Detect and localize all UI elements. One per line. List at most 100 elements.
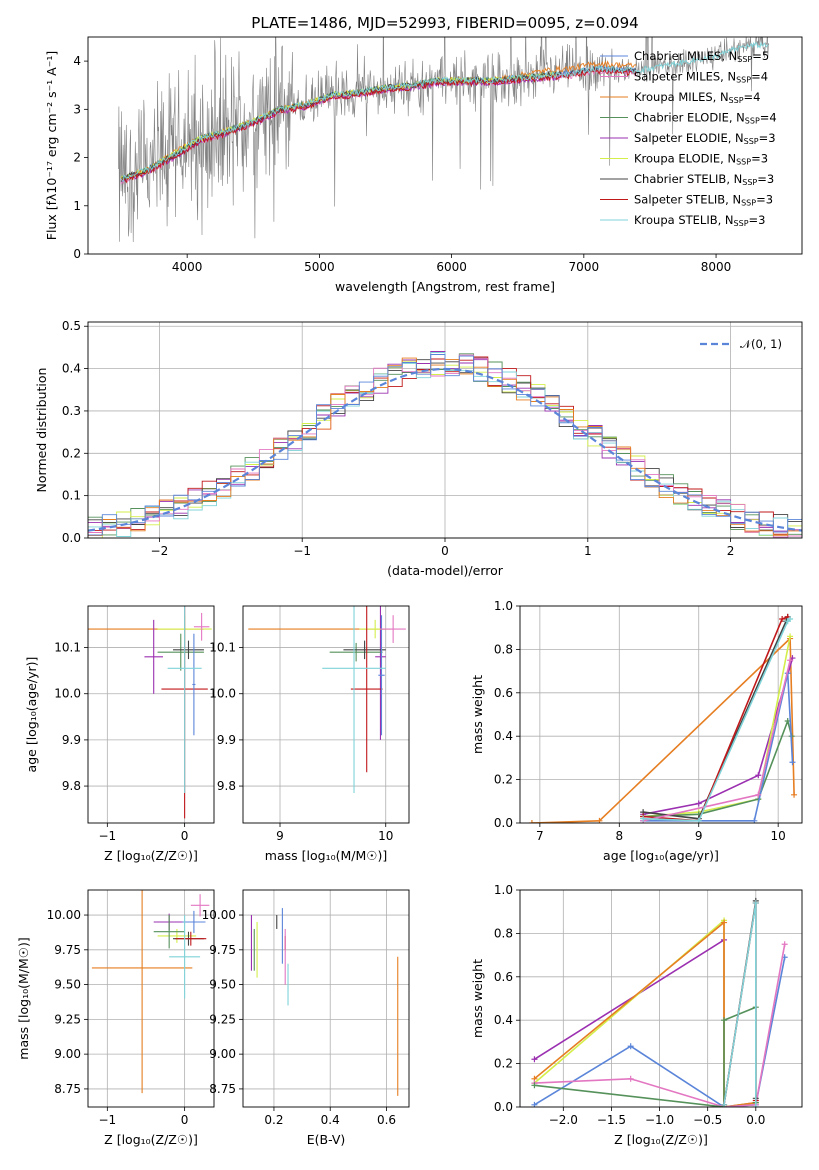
mass-weight-line — [643, 616, 789, 820]
y-tick-label: 0.8 — [494, 926, 513, 940]
axes-frame — [519, 889, 803, 1108]
y-tick-label: 10.00 — [47, 908, 81, 922]
y-tick-label: 10.1 — [54, 641, 81, 655]
x-tick-label: 0 — [181, 1113, 189, 1127]
y-tick-label: 10.0 — [209, 687, 236, 701]
x-tick-label: 8 — [615, 829, 623, 843]
plot-area — [91, 890, 210, 1094]
y-axis-label: Normed distribution — [34, 368, 49, 493]
errorbar-point — [169, 915, 201, 999]
plus-marker — [695, 800, 702, 807]
y-tick-label: 9.25 — [54, 1012, 81, 1026]
legend-entry: Chabrier STELIB, NSSP=3 — [634, 172, 774, 187]
y-axis-label: mass weight — [470, 675, 485, 754]
x-tick-label: 0.0 — [746, 1113, 765, 1127]
y-tick-label: 9.8 — [217, 779, 236, 793]
y-tick-label: 0.0 — [494, 1100, 513, 1114]
y-tick-label: 0.3 — [62, 404, 81, 418]
panel-spectrum: 4000 5000 6000 7000 8000 0 1 2 3 4 wavelength [Ang… — [44, 36, 803, 294]
y-tick-label: 10.1 — [209, 641, 236, 655]
plus-marker — [528, 820, 535, 823]
y-tick-label: 1.0 — [494, 883, 513, 897]
panel-massweight-vs-age: 7 8 9 10 0.0 0.2 0.4 0.6 0.8 1.0 age [log₁₀(age/yr… — [470, 599, 803, 863]
mass-weight-line — [643, 616, 788, 822]
x-tick-label: 5000 — [304, 260, 335, 274]
plus-marker — [787, 616, 794, 623]
plot-area — [528, 613, 798, 823]
x-tick-label: 0 — [181, 829, 189, 843]
y-tick-label: 0.6 — [494, 686, 513, 700]
plus-marker — [640, 815, 647, 822]
errorbar-point — [380, 615, 406, 643]
errorbar-point — [173, 640, 204, 660]
plus-marker — [787, 657, 794, 664]
x-tick-label: 6000 — [436, 260, 467, 274]
plot-area — [118, 37, 770, 243]
y-tick-label: 9.75 — [209, 943, 236, 957]
errorbar-point — [193, 612, 210, 641]
x-tick-label: −1.5 — [597, 1113, 626, 1127]
legend-entry: Kroupa MILES, NSSP=4 — [634, 90, 760, 105]
x-tick-label: −1.0 — [645, 1113, 674, 1127]
y-tick-label: 0.4 — [494, 1013, 513, 1027]
y-tick-label: 0.6 — [494, 970, 513, 984]
x-axis-label: (data-model)/error — [387, 563, 504, 578]
x-tick-label: 10 — [771, 829, 786, 843]
y-tick-label: 9.25 — [209, 1012, 236, 1026]
y-tick-label: 0.5 — [62, 319, 81, 333]
y-tick-label: 8.75 — [54, 1082, 81, 1096]
x-axis-label: age [log₁₀(age/yr)] — [603, 848, 719, 863]
x-axis-label: Z [log₁₀(Z/Z☉)] — [104, 848, 198, 863]
y-tick-label: 1 — [73, 199, 81, 213]
x-tick-label: 9 — [695, 829, 703, 843]
plus-marker — [627, 1043, 634, 1050]
y-tick-label: 0.1 — [62, 489, 81, 503]
y-tick-label: 0.0 — [494, 816, 513, 830]
mass-weight-line — [534, 944, 786, 1107]
y-tick-label: 9.00 — [209, 1047, 236, 1061]
y-tick-label: 1.0 — [494, 599, 513, 613]
axes-frame — [87, 36, 803, 255]
errorbar-point — [192, 633, 196, 736]
plus-marker — [752, 1104, 759, 1107]
mass-weight-line — [531, 636, 795, 823]
legend-entry: Salpeter STELIB, NSSP=3 — [634, 193, 773, 208]
errorbar-point — [144, 619, 163, 694]
x-tick-label: 2 — [727, 544, 735, 558]
errorbar-point — [190, 894, 210, 917]
plot-area — [88, 606, 212, 819]
legend-entry: 𝒩(0, 1) — [740, 337, 782, 351]
x-tick-label: −0.5 — [693, 1113, 722, 1127]
y-tick-label: 0.2 — [494, 773, 513, 787]
x-tick-label: 1 — [584, 544, 592, 558]
y-tick-label: 0 — [73, 247, 81, 261]
errorbar-point — [167, 606, 202, 793]
plus-marker — [752, 900, 759, 907]
x-axis-label: mass [log₁₀(M/M☉)] — [265, 848, 387, 863]
y-tick-label: 0.4 — [62, 362, 81, 376]
y-axis-label: age [log₁₀(age/yr)] — [24, 657, 39, 773]
errorbar-point — [182, 910, 206, 934]
legend-entry: Salpeter ELODIE, NSSP=3 — [634, 131, 776, 146]
x-tick-label: −2 — [151, 544, 169, 558]
errorbar-point — [91, 890, 193, 1094]
y-tick-label: 2 — [73, 151, 81, 165]
errorbar-point — [350, 606, 383, 773]
mass-weight-line — [533, 918, 756, 1107]
panel-mass-vs-ebv: 0.2 0.4 0.6 8.75 9.00 9.25 9.50 9.75 10.00 E(B-V) — [202, 889, 410, 1147]
y-tick-label: 0.8 — [494, 642, 513, 656]
axes-frame — [87, 321, 803, 539]
y-tick-label: 10.0 — [54, 687, 81, 701]
figure-title: PLATE=1486, MJD=52993, FIBERID=0095, z=0… — [251, 14, 638, 32]
x-tick-label: −1 — [98, 829, 116, 843]
x-tick-label: 0.6 — [377, 1113, 396, 1127]
mass-weight-line — [534, 1006, 757, 1107]
y-axis-label: mass [log₁₀(M/M☉)] — [16, 937, 31, 1059]
x-tick-label: 0.2 — [264, 1113, 283, 1127]
y-tick-label: 9.8 — [62, 779, 81, 793]
legend-entry: Salpeter MILES, NSSP=4 — [634, 70, 768, 85]
mass-weight-line — [642, 657, 794, 816]
axes-frame — [87, 605, 215, 824]
errorbar-point — [157, 633, 204, 671]
